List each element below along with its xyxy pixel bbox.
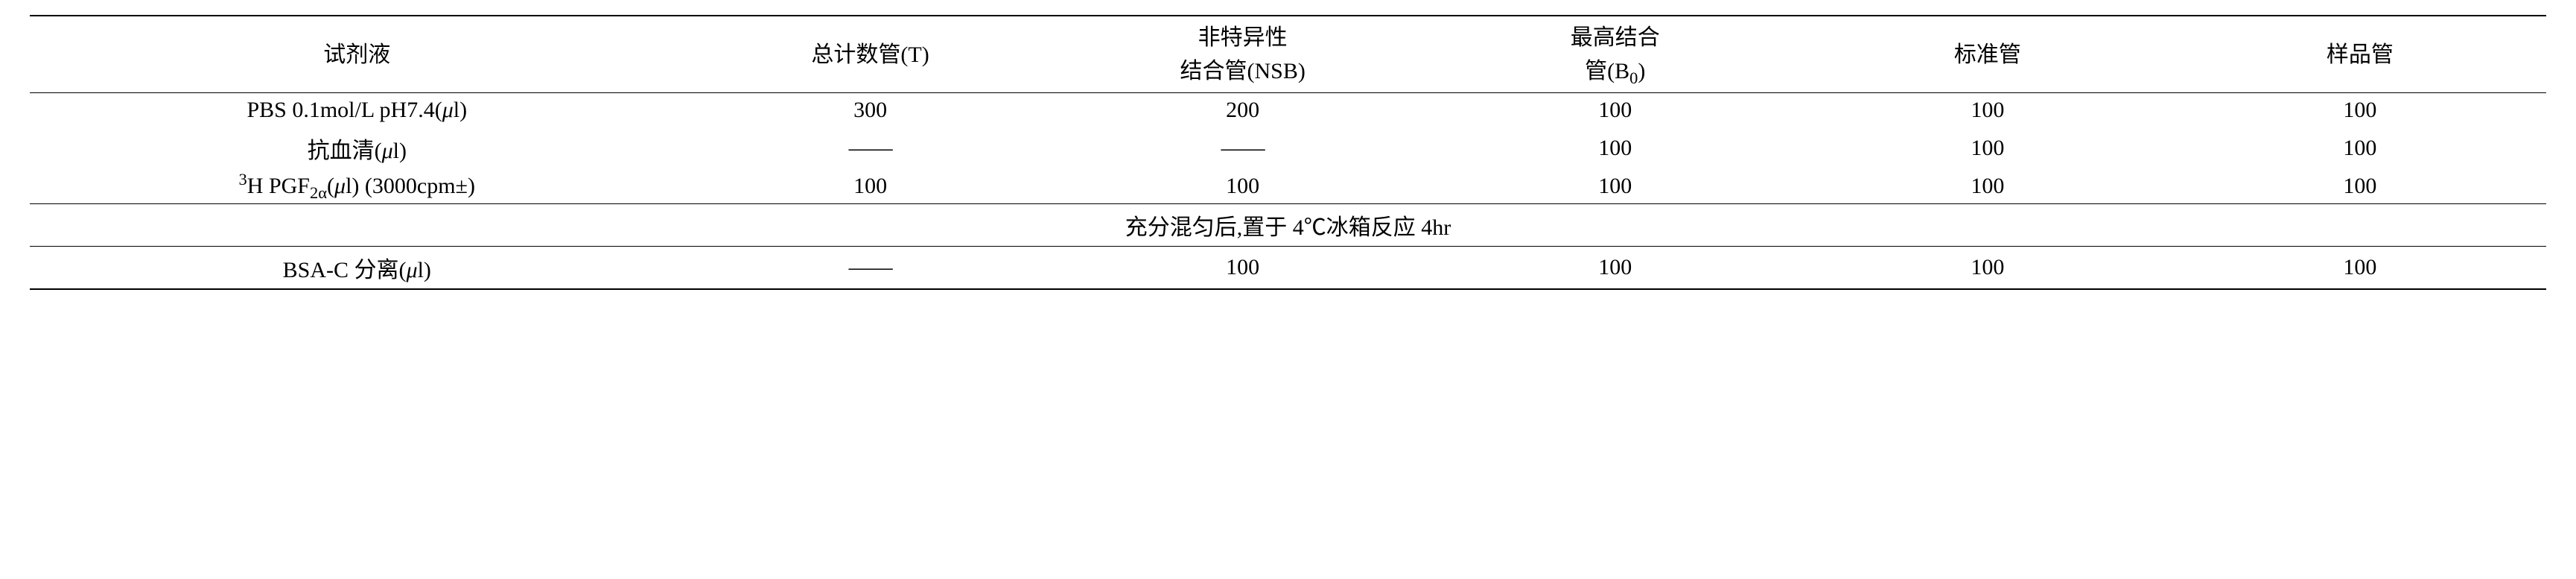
cell-b0: 100 [1429, 93, 1801, 128]
cell-reagent: PBS 0.1mol/L pH7.4(μl) [30, 93, 684, 128]
cell-std: 100 [1801, 93, 2174, 128]
table-row: 抗血清(μl) —— —— 100 100 100 [30, 127, 2546, 169]
cell-sample: 100 [2174, 169, 2546, 204]
instruction-cell: 充分混匀后,置于 4℃冰箱反应 4hr [30, 204, 2546, 247]
cell-t: 100 [684, 169, 1057, 204]
cell-nsb: —— [1057, 127, 1429, 169]
cell-std: 100 [1801, 247, 2174, 290]
header-b0: 最高结合管(B0) [1429, 16, 1801, 93]
header-std: 标准管 [1801, 16, 2174, 93]
header-row: 试剂液 总计数管(T) 非特异性结合管(NSB) 最高结合管(B0) 标准管 样… [30, 16, 2546, 93]
cell-b0: 100 [1429, 169, 1801, 204]
cell-std: 100 [1801, 127, 2174, 169]
header-nsb: 非特异性结合管(NSB) [1057, 16, 1429, 93]
header-sample: 样品管 [2174, 16, 2546, 93]
table-row: 3H PGF2α(μl) (3000cpm±) 100 100 100 100 … [30, 169, 2546, 204]
cell-reagent: 3H PGF2α(μl) (3000cpm±) [30, 169, 684, 204]
cell-reagent: BSA-C 分离(μl) [30, 247, 684, 290]
reagent-table: 试剂液 总计数管(T) 非特异性结合管(NSB) 最高结合管(B0) 标准管 样… [30, 15, 2546, 290]
cell-nsb: 200 [1057, 93, 1429, 128]
cell-nsb: 100 [1057, 247, 1429, 290]
header-total: 总计数管(T) [684, 16, 1057, 93]
cell-sample: 100 [2174, 127, 2546, 169]
cell-t: —— [684, 247, 1057, 290]
table-row: BSA-C 分离(μl) —— 100 100 100 100 [30, 247, 2546, 290]
cell-b0: 100 [1429, 247, 1801, 290]
cell-reagent: 抗血清(μl) [30, 127, 684, 169]
cell-t: 300 [684, 93, 1057, 128]
header-reagent: 试剂液 [30, 16, 684, 93]
cell-nsb: 100 [1057, 169, 1429, 204]
cell-b0: 100 [1429, 127, 1801, 169]
cell-t: —— [684, 127, 1057, 169]
cell-std: 100 [1801, 169, 2174, 204]
cell-sample: 100 [2174, 247, 2546, 290]
cell-sample: 100 [2174, 93, 2546, 128]
instruction-row: 充分混匀后,置于 4℃冰箱反应 4hr [30, 204, 2546, 247]
table-row: PBS 0.1mol/L pH7.4(μl) 300 200 100 100 1… [30, 93, 2546, 128]
